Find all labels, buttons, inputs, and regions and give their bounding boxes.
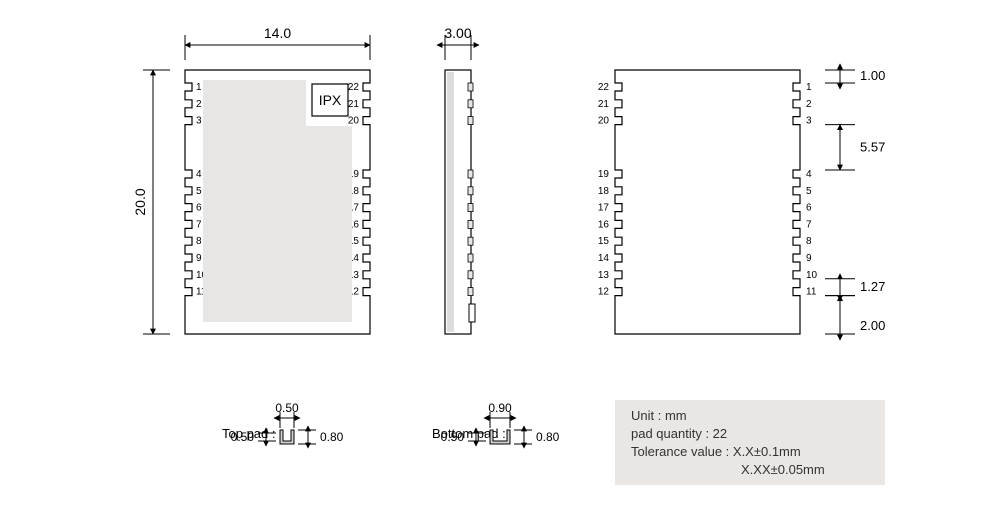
svg-text:0.80: 0.80 <box>536 430 560 444</box>
svg-text:3: 3 <box>806 116 812 127</box>
svg-text:7: 7 <box>196 219 202 230</box>
svg-text:5: 5 <box>196 186 202 197</box>
svg-text:5: 5 <box>806 186 812 197</box>
info-unit: Unit : mm <box>631 408 687 423</box>
svg-text:9: 9 <box>806 253 812 264</box>
svg-text:14: 14 <box>598 253 610 264</box>
svg-text:20: 20 <box>598 116 610 127</box>
svg-text:19: 19 <box>598 169 610 180</box>
dim-thickness: 3.00 <box>444 25 471 41</box>
svg-text:0.90: 0.90 <box>488 401 512 415</box>
diagram-canvas: 12345678910112221201918171615141312IPX14… <box>0 0 1000 513</box>
svg-text:0.50: 0.50 <box>231 430 255 444</box>
svg-text:7: 7 <box>806 219 812 230</box>
svg-text:1: 1 <box>196 82 202 93</box>
svg-text:3: 3 <box>196 116 202 127</box>
svg-text:0.50: 0.50 <box>441 430 465 444</box>
dim-pitch: 1.27 <box>860 279 885 294</box>
svg-text:8: 8 <box>196 236 202 247</box>
info-tol1: Tolerance value : X.X±0.1mm <box>631 444 801 459</box>
svg-text:11: 11 <box>806 287 817 298</box>
svg-text:2: 2 <box>806 99 812 110</box>
svg-text:4: 4 <box>196 169 202 180</box>
svg-text:0.80: 0.80 <box>320 430 344 444</box>
svg-text:22: 22 <box>348 82 360 93</box>
front-view: 12345678910112221201918171615141312IPX <box>185 70 370 334</box>
side-view <box>445 70 475 334</box>
dim-height: 20.0 <box>132 188 148 215</box>
svg-text:12: 12 <box>598 287 610 298</box>
svg-text:17: 17 <box>598 203 610 214</box>
back-view: 22212019181716151413121234567891011 <box>598 70 818 334</box>
svg-text:13: 13 <box>598 270 610 281</box>
svg-text:21: 21 <box>348 99 360 110</box>
svg-text:22: 22 <box>598 82 610 93</box>
svg-text:10: 10 <box>806 270 818 281</box>
svg-text:8: 8 <box>806 236 812 247</box>
info-qty: pad quantity : 22 <box>631 426 727 441</box>
svg-text:20: 20 <box>348 116 360 127</box>
svg-text:9: 9 <box>196 253 202 264</box>
ipx-label: IPX <box>319 92 342 108</box>
dim-gap: 5.57 <box>860 139 885 154</box>
svg-text:18: 18 <box>598 186 610 197</box>
dim-bottom: 2.00 <box>860 318 885 333</box>
dim-top-offset: 1.00 <box>860 68 885 83</box>
svg-text:1: 1 <box>806 82 812 93</box>
svg-text:6: 6 <box>196 203 202 214</box>
svg-text:21: 21 <box>598 99 610 110</box>
svg-text:2: 2 <box>196 99 202 110</box>
info-tol2: X.XX±0.05mm <box>741 462 825 477</box>
svg-text:16: 16 <box>598 219 610 230</box>
svg-text:0.50: 0.50 <box>275 401 299 415</box>
svg-text:4: 4 <box>806 169 812 180</box>
svg-text:6: 6 <box>806 203 812 214</box>
dim-width: 14.0 <box>264 25 291 41</box>
svg-text:15: 15 <box>598 236 610 247</box>
